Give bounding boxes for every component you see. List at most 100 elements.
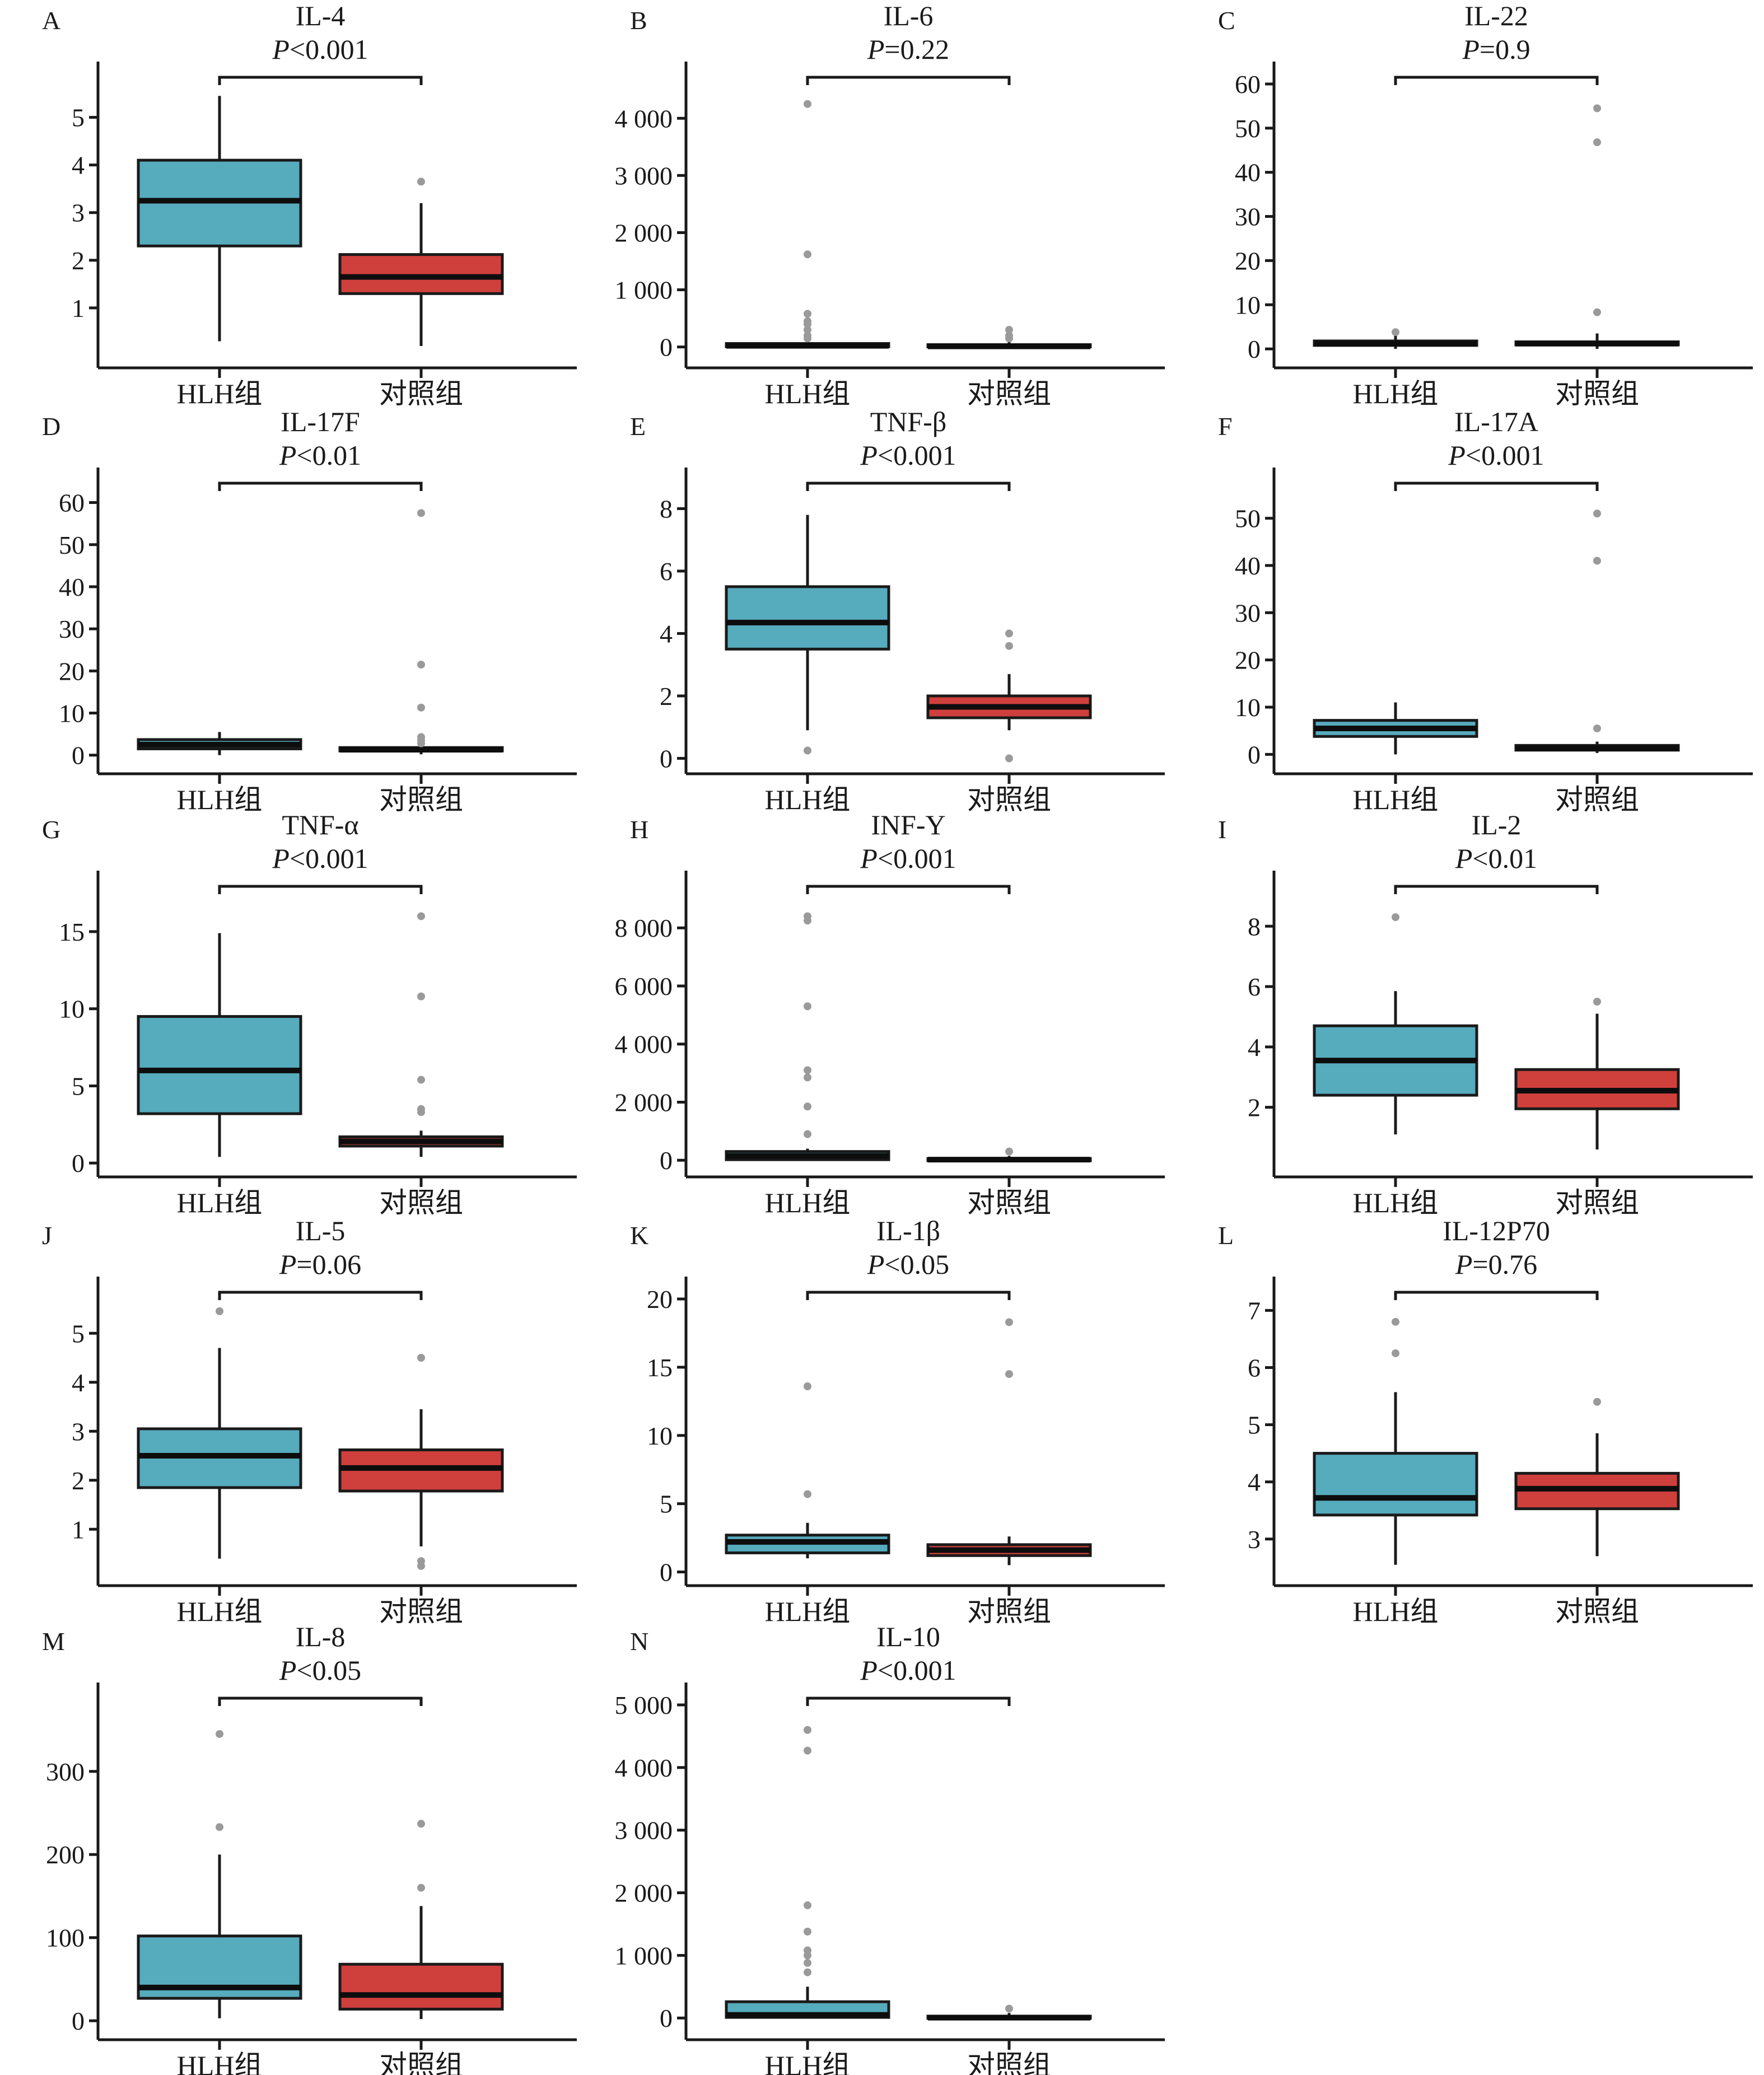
outlier-point [1593,510,1601,518]
outlier-point [417,661,425,669]
y-tick-label: 8 [660,494,673,523]
significance-bracket [1394,885,1599,894]
p-symbol: P [1455,843,1473,874]
chart-title: IL-4 [296,0,346,31]
y-tick-label: 300 [46,1758,85,1786]
box-hlh [1313,702,1478,755]
x-tick-label: HLH组 [177,378,263,409]
significance-bracket [218,1697,423,1706]
outlier-point [804,100,811,108]
chart-title: IL-1β [876,1215,940,1246]
chart-svg: I IL-2P<0.01 2 4 6 8 HLH组 对照组 [1218,809,1753,1218]
box-control [926,326,1092,349]
outlier-point [1005,334,1013,343]
y-tick-label: 40 [1235,552,1261,580]
y-tick-label: 1 000 [615,276,673,305]
significance-bracket [218,482,423,491]
outlier-point [1593,1398,1601,1406]
y-tick-label: 0 [1248,335,1261,363]
outlier-point [417,1562,425,1570]
chart-svg: C IL-22P=0.9 0 10 20 30 40 50 60 HLH组 对照组 [1218,0,1753,409]
x-tick-label: HLH组 [1353,784,1439,815]
outlier-point [417,739,425,747]
panel-letter: D [42,412,60,441]
y-tick-label: 5 [660,1490,673,1518]
panel-j: J IL-5 P=0.06 1 2 3 4 5 HLH组 对照组 [0,1215,588,1627]
y-tick-label: 1 [72,294,85,323]
outlier-point [804,1927,811,1936]
panel-letter: F [1218,412,1233,441]
box-hlh [137,732,302,755]
y-tick-label: 6 [660,557,673,586]
outlier-point [804,320,811,328]
panel-letter: G [42,815,60,844]
iqr-box [137,1015,302,1115]
y-tick-label: 3 000 [615,1816,673,1845]
panel-letter: H [630,815,648,844]
chart-title: IL-6 [884,0,934,31]
y-tick-label: 0 [660,2004,673,2032]
y-tick-label: 2 000 [615,1879,673,1908]
x-tick-label: HLH组 [177,1187,263,1218]
chart-svg: M IL-8P<0.05 0 100 200 300 HLH组 对照组 [42,1621,577,2075]
significance-bracket [806,885,1011,894]
p-value-text: =0.9 [1480,34,1530,65]
y-tick-label: 4 [660,619,673,648]
outlier-point [1005,326,1013,334]
y-tick-label: 30 [1235,599,1261,627]
panel-k: K IL-1β P<0.05 0 5 10 15 20 HLH组 对照组 [588,1215,1176,1627]
outlier-point [1392,1349,1399,1357]
p-symbol: P [867,34,885,65]
y-tick-label: 4 [72,1368,85,1397]
chart-title: IL-17F [281,406,360,437]
outlier-point [417,1076,425,1084]
chart-svg: E TNF-βP<0.001 0 2 4 6 8 HLH组 对照组 [630,406,1165,815]
significance-bracket [1394,76,1599,85]
outlier-point [1593,138,1601,147]
panel-f: F IL-17A P<0.001 0 10 20 30 40 50 HLH组 对照组 [1176,406,1764,815]
x-tick-label: HLH组 [177,784,263,815]
y-tick-label: 2 000 [615,218,673,247]
panel-letter: E [630,412,646,441]
box-control [338,509,504,755]
chart-title: TNF-α [282,809,358,840]
y-tick-label: 0 [72,1149,85,1177]
x-tick-label: 对照组 [967,1187,1051,1218]
chart-svg: K IL-1βP<0.05 0 5 10 15 20 HLH组 对照组 [630,1215,1165,1627]
y-tick-label: 50 [59,531,85,559]
y-tick-label: 8 000 [615,914,673,942]
panel-i: I IL-2 P<0.01 2 4 6 8 HLH组 对照组 [1176,809,1764,1218]
outlier-point [804,1901,811,1909]
significance-bracket [806,76,1011,85]
p-symbol: P [279,1249,297,1280]
panel-b: B IL-6 P=0.22 0 1 000 2 000 3 000 4 000 HLH组 对照组 [588,0,1176,409]
y-tick-label: 10 [647,1422,673,1450]
y-tick-label: 4 [1248,1468,1261,1497]
iqr-box [338,1962,504,2011]
outlier-point [1392,913,1399,922]
x-tick-label: HLH组 [765,378,851,409]
p-value-text: <0.01 [1472,843,1537,874]
outlier-point [804,1130,811,1138]
p-value-text: <0.01 [296,440,361,471]
y-tick-label: 0 [660,744,673,773]
p-symbol: P [279,440,297,471]
outlier-point [804,1002,811,1011]
chart-title: IL-22 [1464,0,1528,31]
significance-bracket [806,1697,1011,1706]
outlier-point [804,1726,811,1734]
p-symbol: P [860,440,878,471]
panel-letter: L [1218,1221,1234,1250]
x-tick-label: 对照组 [1555,784,1639,815]
y-tick-label: 40 [59,573,85,601]
chart-title: INF-Y [871,809,945,840]
y-tick-label: 20 [1235,246,1261,275]
p-value-label: P<0.001 [860,843,956,874]
p-value-text: =0.22 [884,34,949,65]
panel-a: A IL-4 P<0.001 1 2 3 4 5 HLH组 对照组 [0,0,588,409]
p-symbol: P [272,843,290,874]
y-tick-label: 4 000 [615,1754,673,1782]
outlier-point [417,177,425,186]
outlier-point [804,310,811,318]
outlier-point [417,1108,425,1116]
